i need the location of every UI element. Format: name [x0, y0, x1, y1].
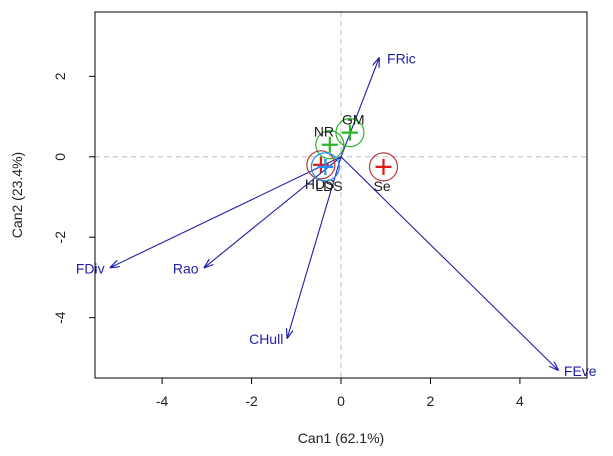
x-tick-label: 0 [337, 393, 345, 409]
vector-label-fric: FRic [387, 50, 416, 66]
group-circle-nr [315, 130, 345, 160]
group-label-lds: LDS [315, 178, 342, 194]
y-axis-title: Can2 (23.4%) [9, 152, 25, 238]
group-label-se: Se [373, 178, 390, 194]
x-tick-label: -2 [245, 393, 258, 409]
group-circle-hds [306, 150, 336, 180]
vector-arrow-chull [287, 156, 342, 338]
vector-label-feve: FEve [564, 363, 597, 379]
y-tick-label: 2 [52, 72, 68, 80]
x-tick-label: 4 [516, 393, 524, 409]
x-tick-label: -4 [156, 393, 169, 409]
vector-label-rao: Rao [173, 260, 199, 276]
group-label-gm: GM [342, 112, 365, 128]
vector-arrow-rao [205, 156, 342, 268]
vector-arrow-feve [340, 156, 558, 370]
y-tick-label: -4 [52, 311, 68, 324]
x-tick-label: 2 [427, 393, 435, 409]
group-label-hds: HDS [305, 176, 335, 192]
group-label-nr: NR [314, 124, 334, 140]
group-circle-lds [310, 152, 340, 182]
y-tick-label: 0 [52, 153, 68, 161]
x-axis-title: Can1 (62.1%) [298, 430, 384, 446]
vector-label-chull: CHull [249, 331, 283, 347]
y-tick-label: -2 [52, 231, 68, 244]
group-circle-se [368, 152, 399, 182]
vector-label-fdiv: FDiv [76, 260, 105, 276]
vector-arrow-fric [340, 58, 379, 157]
vector-arrow-fdiv [111, 156, 342, 268]
